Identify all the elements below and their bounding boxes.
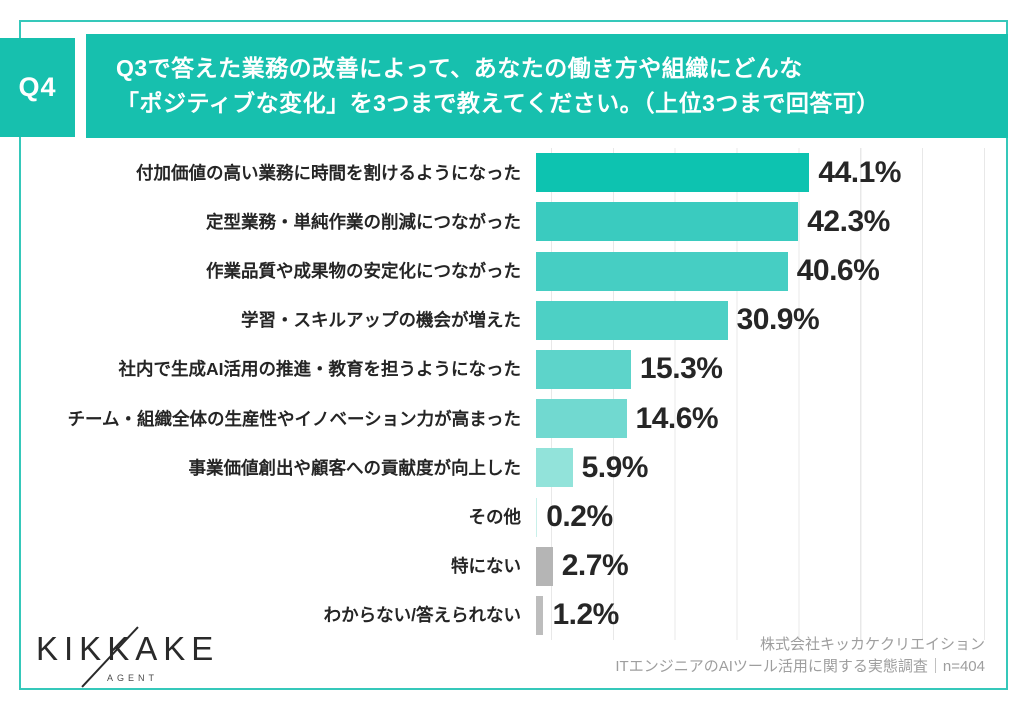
bar — [536, 202, 799, 242]
question-badge: Q4 — [0, 38, 75, 137]
source-survey: ITエンジニアのAIツール活用に関する実態調査｜n=404 — [615, 657, 985, 675]
question-title: Q3で答えた業務の改善によって、あなたの働き方や組織にどんな 「ポジティブな変化… — [86, 34, 1008, 138]
chart-row: 特にない 2.7% — [30, 542, 995, 591]
value-label: 44.1% — [818, 155, 901, 189]
value-label: 5.9% — [581, 450, 649, 484]
bar-area: 2.7% — [536, 542, 995, 591]
frame-border — [19, 20, 1008, 690]
question-title-line1: Q3で答えた業務の改善によって、あなたの働き方や組織にどんな — [116, 54, 803, 81]
kikkake-logo: KIKKAKE AGENT — [36, 626, 220, 689]
bar-area: 1.2% — [536, 591, 995, 640]
category-label: その他 — [468, 506, 522, 527]
bar — [536, 251, 788, 291]
chart-rows: 付加価値の高い業務に時間を割けるようになった 44.1% 定型業務・単純作業の削… — [30, 148, 995, 640]
bar — [536, 546, 553, 586]
value-label: 30.9% — [736, 303, 820, 337]
bar-area: 44.1% — [536, 148, 995, 197]
chart-row: 学習・スキルアップの機会が増えた 30.9% — [30, 296, 995, 345]
bar — [536, 349, 631, 389]
bar-area: 40.6% — [536, 246, 995, 295]
bar-area: 30.9% — [536, 296, 995, 345]
bar-chart: 付加価値の高い業務に時間を割けるようになった 44.1% 定型業務・単純作業の削… — [30, 148, 995, 640]
category-label: 事業価値創出や顧客への貢献度が向上した — [188, 457, 522, 478]
question-title-line2: 「ポジティブな変化」を3つまで教えてください。（上位3つまで回答可） — [116, 89, 880, 116]
value-label: 1.2% — [552, 598, 619, 632]
bar — [536, 300, 728, 340]
bar — [536, 399, 627, 439]
kikkake-logo-text: KIKKAKE — [36, 630, 220, 667]
bar — [536, 497, 538, 537]
bar-area: 0.2% — [536, 492, 995, 541]
chart-row: わからない/答えられない 1.2% — [30, 591, 995, 640]
bar-area: 14.6% — [536, 394, 995, 443]
bar-area: 5.9% — [536, 443, 995, 492]
value-label: 14.6% — [635, 401, 719, 435]
bar-area: 15.3% — [536, 345, 995, 394]
bar-area: 42.3% — [536, 197, 995, 246]
category-label: 作業品質や成果物の安定化につながった — [206, 260, 521, 281]
category-label: 付加価値の高い業務に時間を割けるようになった — [136, 162, 521, 183]
category-label: わからない/答えられない — [323, 605, 521, 626]
value-label: 42.3% — [807, 204, 890, 238]
kikkake-logo-subtext: AGENT — [107, 673, 159, 683]
chart-row: 付加価値の高い業務に時間を割けるようになった 44.1% — [30, 148, 995, 197]
chart-row: 定型業務・単純作業の削減につながった 42.3% — [30, 197, 995, 246]
category-label: チーム・組織全体の生産性やイノベーション力が高まった — [67, 408, 521, 429]
source-note: 株式会社キッカケクリエイション ITエンジニアのAIツール活用に関する実態調査｜… — [615, 634, 985, 678]
bar — [536, 153, 810, 193]
value-label: 0.2% — [546, 500, 613, 534]
category-label: 特にない — [451, 556, 521, 577]
value-label: 2.7% — [561, 549, 629, 583]
value-label: 15.3% — [639, 352, 723, 386]
chart-row: 社内で生成AI活用の推進・教育を担うようになった 15.3% — [30, 345, 995, 394]
value-label: 40.6% — [796, 254, 880, 287]
bar — [536, 448, 573, 488]
category-label: 社内で生成AI活用の推進・教育を担うようになった — [118, 359, 522, 380]
source-company: 株式会社キッカケクリエイション — [759, 636, 985, 653]
category-label: 学習・スキルアップの機会が増えた — [241, 310, 521, 331]
chart-row: 事業価値創出や顧客への貢献度が向上した 5.9% — [30, 443, 995, 492]
bar — [536, 595, 544, 635]
category-label: 定型業務・単純作業の削減につながった — [206, 211, 521, 232]
chart-row: チーム・組織全体の生産性やイノベーション力が高まった 14.6% — [30, 394, 995, 443]
chart-row: 作業品質や成果物の安定化につながった 40.6% — [30, 246, 995, 295]
chart-row: その他 0.2% — [30, 492, 995, 541]
